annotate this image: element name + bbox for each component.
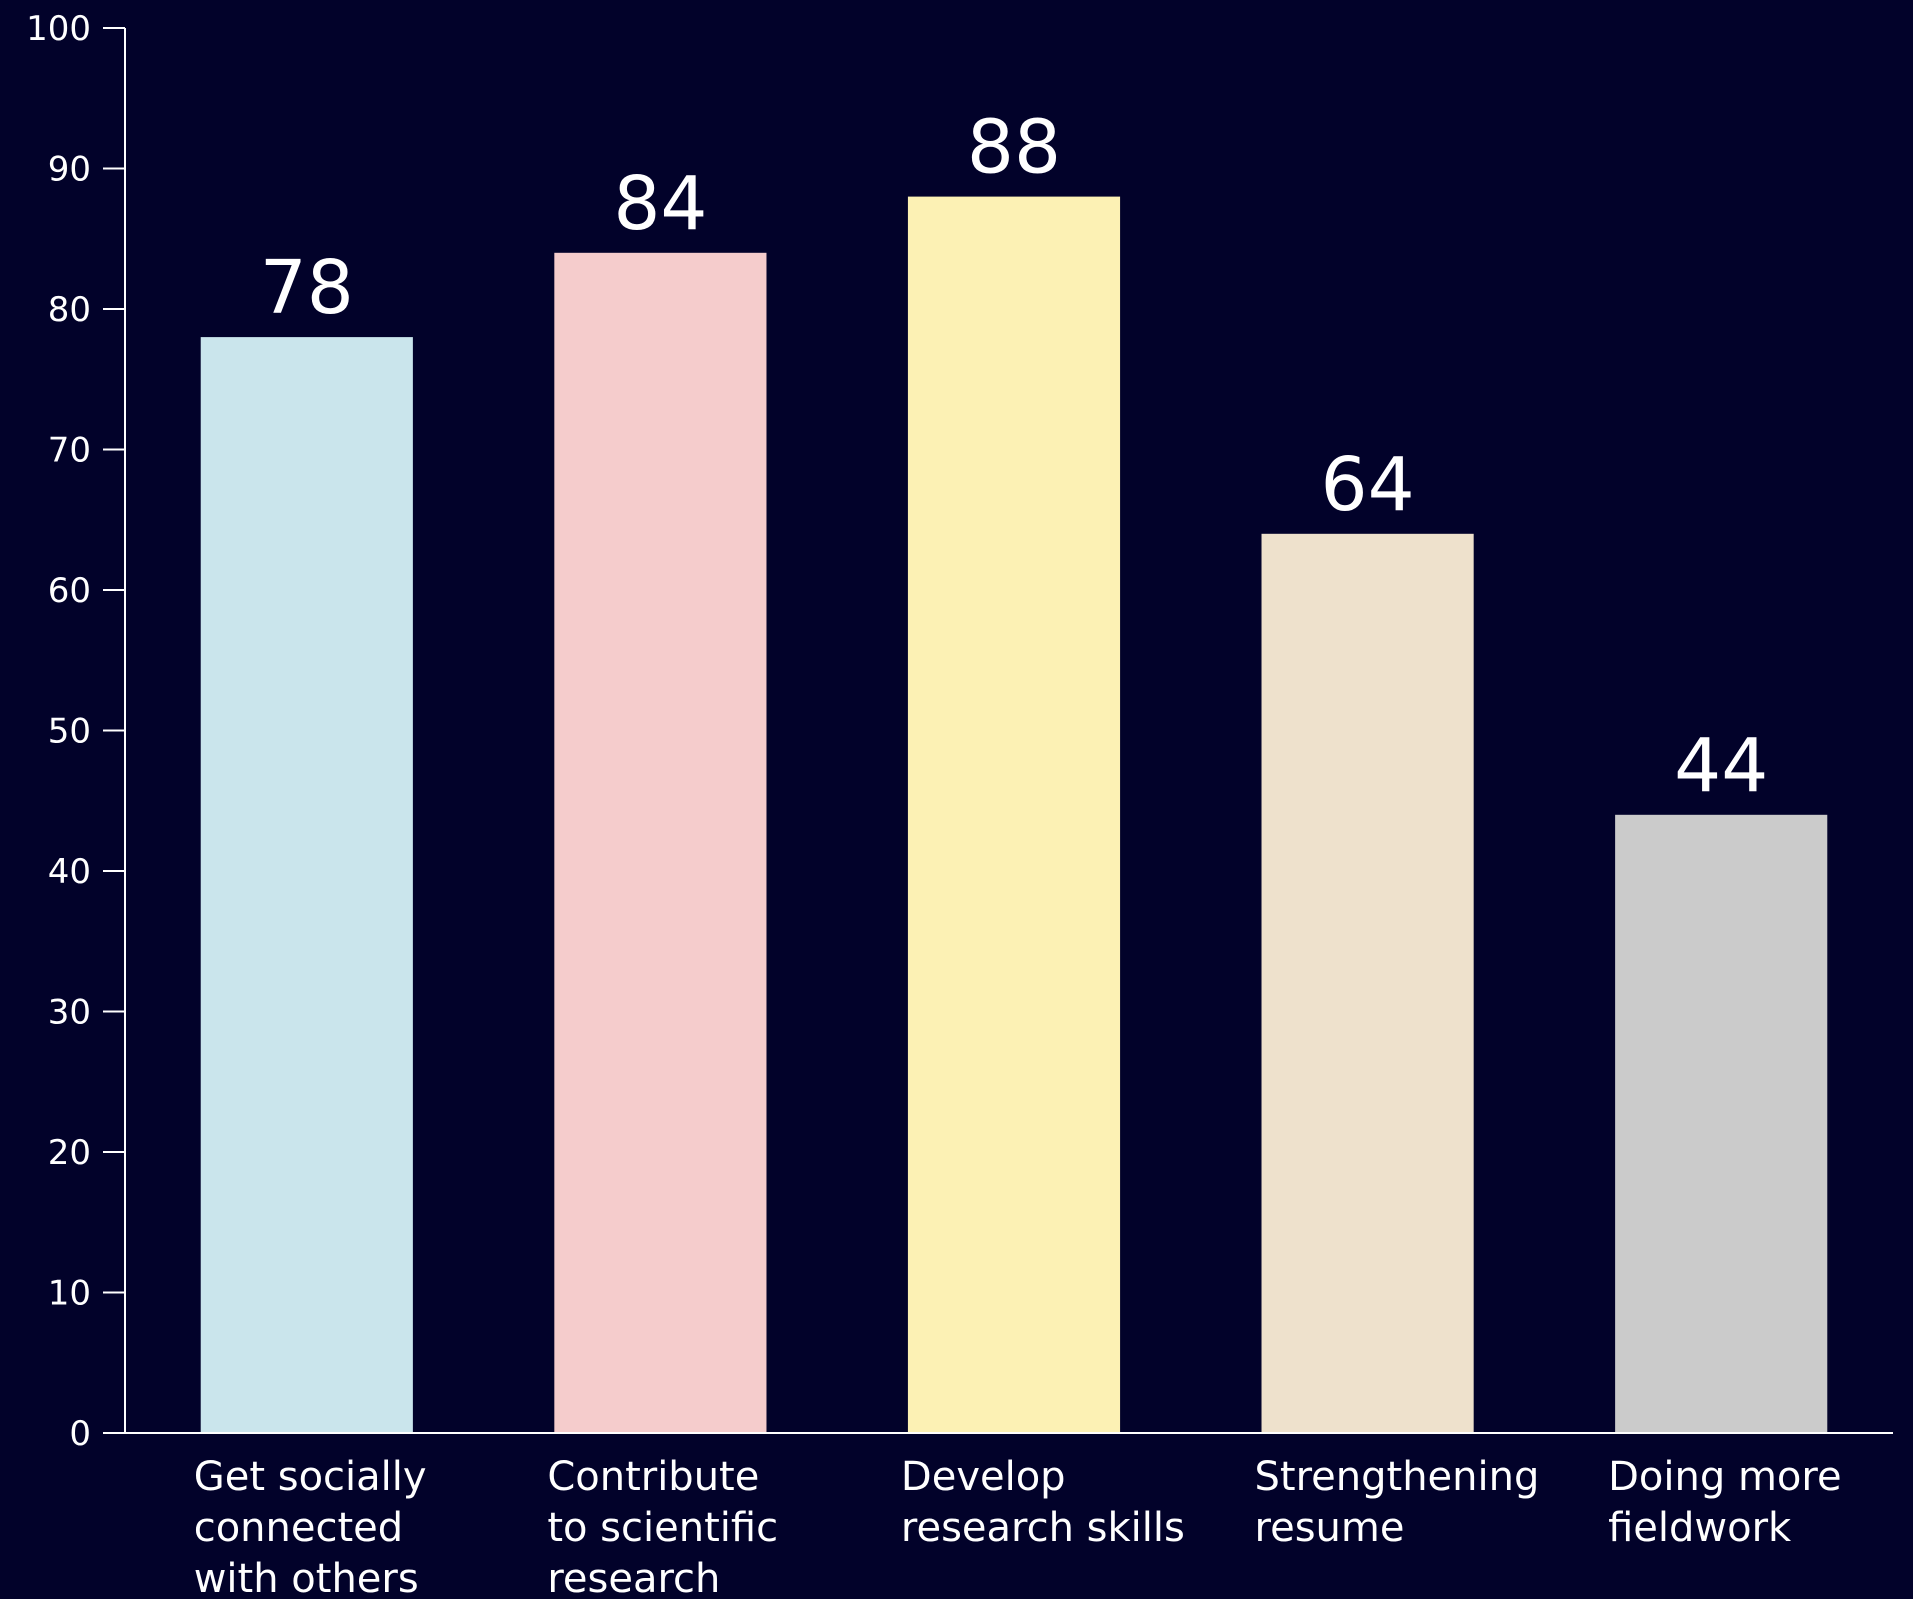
x-tick-label-line: to scientific [547,1505,778,1551]
data-label: 64 [1321,442,1415,528]
bar [554,252,767,1433]
x-tick-label: Strengthening resume [1255,1454,1540,1551]
data-label: 88 [967,105,1061,191]
bars [200,196,1828,1434]
x-tick-label-line: with others [194,1556,419,1599]
x-tick-label: Doing more fieldwork [1608,1454,1841,1551]
y-tick-label: 70 [48,431,91,471]
x-tick-label-line: research [547,1556,720,1599]
x-tick-label: Develop research skills [901,1454,1185,1551]
data-label: 44 [1674,723,1768,809]
x-tick-label-line: Contribute [547,1454,759,1500]
x-axis-labels: Get socially connected with others Contribu… [194,1454,1842,1599]
x-tick-label-line: Doing more [1608,1454,1841,1500]
y-tick-label: 100 [26,9,91,49]
data-label: 84 [613,161,707,247]
x-tick-label-line: Develop [901,1454,1066,1500]
bar [200,337,413,1434]
y-tick-label: 90 [48,150,91,190]
y-tick-label: 80 [48,290,91,330]
y-tick-label: 40 [48,852,91,892]
x-tick-label-line: research skills [901,1505,1185,1551]
x-tick-label-line: resume [1255,1505,1405,1551]
y-tick-label: 20 [48,1133,91,1173]
data-label: 78 [260,245,354,331]
bar [907,196,1121,1434]
value-labels: 78 84 88 64 44 [260,105,1769,809]
y-tick-label: 30 [48,993,91,1033]
x-tick-label-line: fieldwork [1608,1505,1792,1551]
y-tick-label: 50 [48,712,91,752]
bar [1261,533,1474,1433]
y-tick-label: 60 [48,571,91,611]
x-tick-label: Get socially connected with others [194,1454,427,1599]
x-tick-label-line: connected [194,1505,403,1551]
y-tick-label: 0 [69,1414,91,1454]
y-tick-label: 10 [48,1274,91,1314]
bar [1615,814,1828,1433]
x-tick-label-line: Strengthening [1255,1454,1540,1500]
x-tick-label-line: Get socially [194,1454,427,1500]
x-tick-label: Contribute to scientific research [547,1454,778,1599]
y-axis: 0 10 20 30 40 50 60 70 80 90 100 [26,9,126,1454]
